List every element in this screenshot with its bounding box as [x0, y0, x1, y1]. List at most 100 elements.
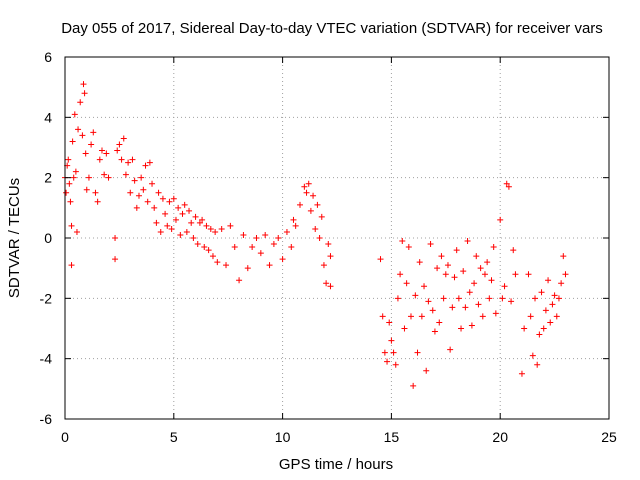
data-point [69, 138, 76, 145]
data-point [80, 81, 87, 88]
data-point [327, 283, 334, 290]
y-tick-label: -2 [40, 290, 53, 306]
data-point [88, 141, 95, 148]
data-point [555, 295, 562, 302]
data-point [416, 259, 423, 266]
data-point [203, 222, 210, 229]
data-point [527, 313, 534, 320]
data-point [553, 313, 560, 320]
y-tick-label: 4 [44, 109, 52, 125]
data-point [146, 159, 153, 166]
data-point [462, 304, 469, 311]
data-point [103, 150, 110, 157]
data-point [129, 156, 136, 163]
data-point [133, 204, 140, 211]
data-point [479, 313, 486, 320]
data-point [214, 259, 221, 266]
data-point [429, 307, 436, 314]
data-point [477, 265, 484, 272]
data-point [75, 126, 82, 133]
data-point [120, 135, 127, 142]
data-point [63, 189, 70, 196]
data-point [490, 244, 497, 251]
x-tick-label: 15 [384, 429, 400, 445]
data-point [122, 171, 129, 178]
data-point [151, 204, 158, 211]
data-point [508, 298, 515, 305]
data-point [82, 150, 89, 157]
data-point [316, 235, 323, 241]
data-point [218, 225, 225, 232]
data-point [140, 186, 147, 193]
data-point [131, 177, 138, 184]
data-point [551, 292, 558, 299]
data-point [83, 186, 90, 193]
data-point [405, 244, 412, 251]
data-point [262, 231, 269, 238]
data-point [257, 250, 264, 257]
data-point [112, 256, 119, 263]
data-point [101, 171, 108, 178]
data-point [70, 174, 77, 181]
data-point [236, 277, 243, 284]
y-tick-label: -4 [40, 351, 53, 367]
data-point [423, 367, 430, 374]
data-point [301, 183, 308, 190]
data-point [497, 216, 504, 223]
data-point [199, 216, 206, 223]
data-point [155, 189, 162, 196]
data-point [207, 225, 214, 232]
data-point [510, 247, 517, 254]
data-point [168, 225, 175, 232]
data-point [188, 219, 195, 226]
data-point [68, 262, 75, 269]
data-point [386, 319, 393, 326]
data-point [135, 192, 142, 199]
data-point [545, 277, 552, 284]
data-point [434, 265, 441, 272]
data-point [118, 156, 125, 163]
data-point [65, 156, 72, 163]
data-point [442, 271, 449, 278]
data-point [418, 313, 425, 320]
data-point [96, 156, 103, 163]
data-point [67, 198, 74, 205]
data-point [279, 256, 286, 263]
data-point [183, 228, 190, 235]
data-point [66, 180, 73, 187]
data-point [438, 253, 445, 260]
data-point [253, 235, 260, 241]
data-point [116, 141, 123, 148]
data-point [138, 174, 145, 181]
data-point [397, 271, 404, 278]
data-point [166, 198, 173, 205]
data-point [186, 207, 193, 214]
data-point [534, 361, 541, 368]
data-point [399, 238, 406, 245]
data-point [460, 268, 467, 275]
data-point [484, 259, 491, 266]
data-point [425, 298, 432, 305]
data-point [192, 213, 199, 220]
data-point [305, 180, 312, 187]
data-point [205, 247, 212, 254]
data-point [125, 159, 132, 166]
data-point [79, 132, 86, 139]
data-point [290, 216, 297, 223]
data-point [529, 352, 536, 359]
data-point [162, 210, 169, 217]
y-tick-label: 6 [44, 49, 52, 65]
data-point [390, 349, 397, 356]
data-point [303, 189, 310, 196]
x-tick-label: 25 [601, 429, 617, 445]
data-point [538, 289, 545, 296]
data-point [499, 295, 506, 302]
y-tick-label: 2 [44, 170, 52, 186]
data-point [320, 262, 327, 269]
data-point [81, 90, 88, 97]
data-point [90, 129, 97, 136]
data-point [431, 328, 438, 335]
data-point [244, 265, 251, 272]
chart-markers [62, 81, 569, 389]
